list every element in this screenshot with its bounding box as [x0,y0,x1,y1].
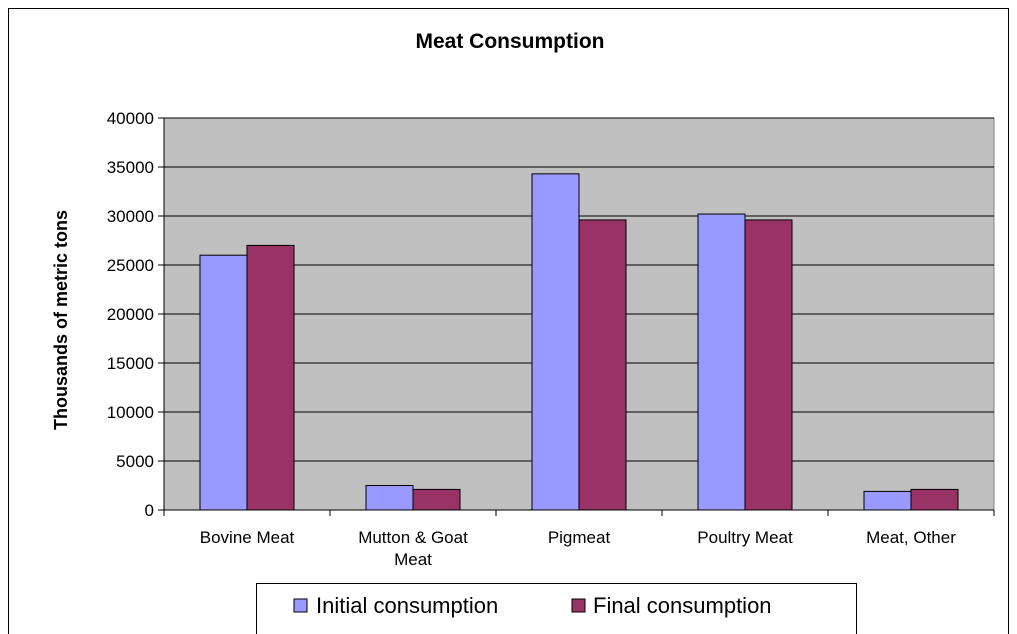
legend-swatch-initial [293,598,308,613]
x-tick-label: Bovine Meat [200,528,295,547]
bar-final-3 [744,219,793,511]
y-tick-label: 40000 [107,109,154,128]
y-tick-label: 10000 [107,403,154,422]
y-tick-label: 5000 [116,452,154,471]
bar-initial-0 [199,254,248,511]
legend-box [256,583,857,634]
legend-label-initial: Initial consumption [316,593,498,618]
y-tick-label: 15000 [107,354,154,373]
bar-final-0 [246,244,295,511]
x-tick-label: Pigmeat [548,528,611,547]
bar-initial-1 [365,485,414,511]
bar-initial-3 [697,213,746,511]
chart-title: Meat Consumption [416,30,605,53]
x-tick-label: Meat [394,550,432,569]
plot-area: 0 5000 10000 15000 20000 25000 30000 35000 40000… [107,109,995,569]
legend-label-final: Final consumption [593,593,772,618]
bar-final-2 [578,219,627,511]
y-tick-label: 25000 [107,256,154,275]
bar-initial-2 [531,173,580,511]
bar-initial-4 [863,490,912,511]
bar-final-4 [910,488,959,511]
legend: Initial consumption Final consumption [256,583,857,634]
y-tick-label: 0 [145,501,154,520]
y-tick-label: 35000 [107,158,154,177]
y-axis-label: Thousands of metric tons [51,210,71,430]
legend-swatch-final [571,598,586,613]
bar-final-1 [412,488,461,511]
x-tick-label: Meat, Other [866,528,956,547]
x-tick-label: Poultry Meat [697,528,793,547]
y-tick-label: 30000 [107,207,154,226]
y-tick-label: 20000 [107,305,154,324]
x-tick-label: Mutton & Goat [358,528,468,547]
